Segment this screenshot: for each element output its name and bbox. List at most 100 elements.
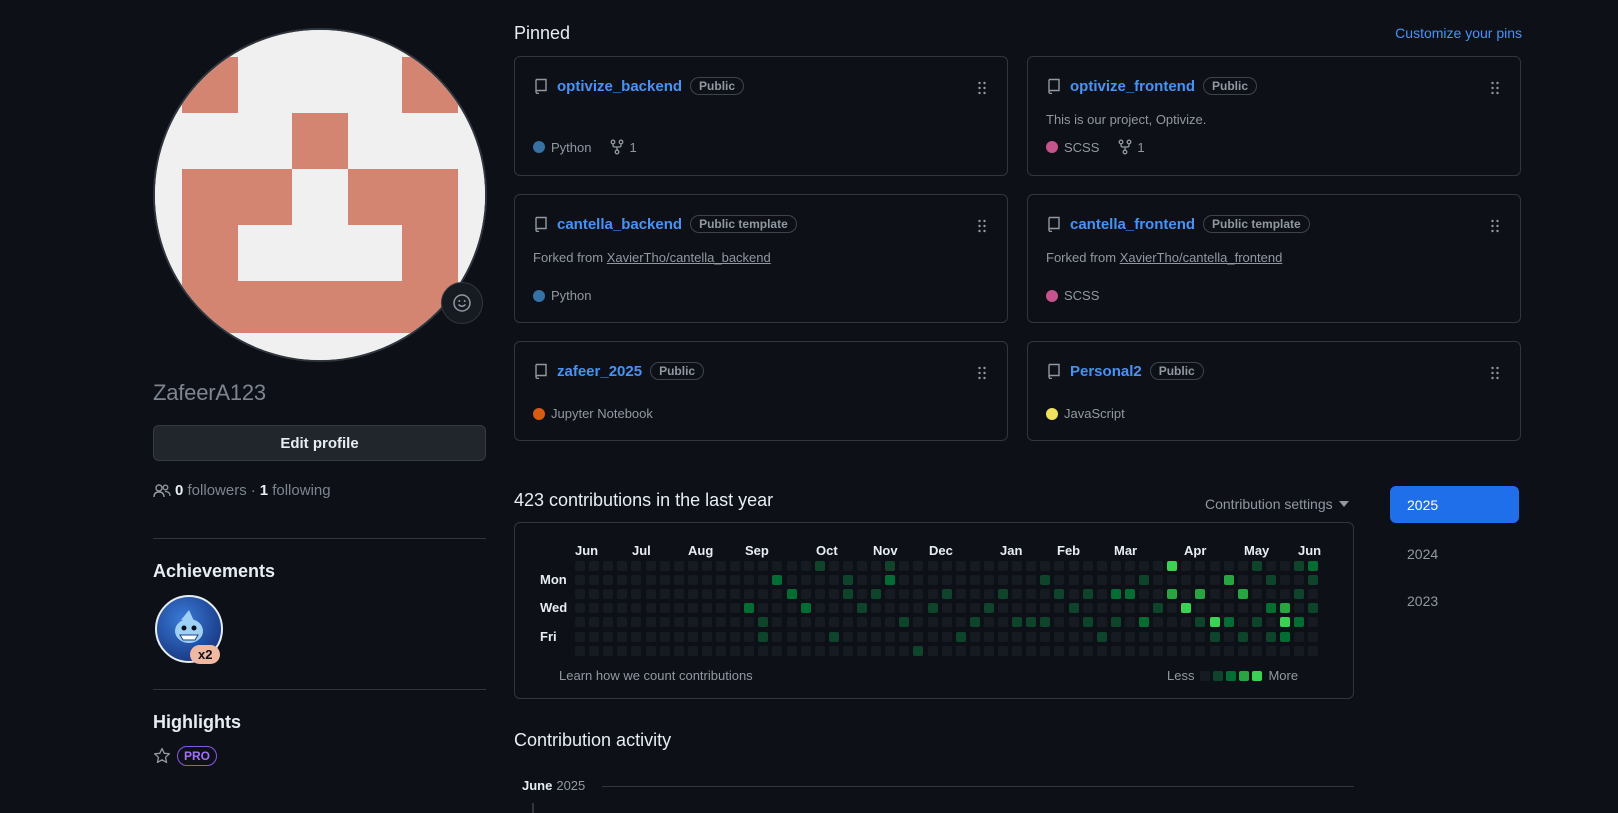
contribution-day[interactable]: [772, 603, 783, 614]
contribution-day[interactable]: [1251, 575, 1262, 586]
contribution-day[interactable]: [1237, 617, 1248, 628]
drag-handle-icon[interactable]: [1490, 366, 1500, 380]
contribution-day[interactable]: [701, 645, 712, 656]
repo-name-link[interactable]: zafeer_2025: [557, 362, 643, 380]
contribution-day[interactable]: [1054, 617, 1065, 628]
repo-name-link[interactable]: optivize_backend: [557, 77, 683, 95]
contribution-day[interactable]: [575, 617, 585, 628]
contribution-day[interactable]: [744, 631, 755, 642]
contribution-day[interactable]: [814, 561, 825, 571]
contribution-day[interactable]: [772, 589, 783, 600]
contribution-day[interactable]: [1280, 561, 1290, 571]
contribution-day[interactable]: [814, 603, 825, 614]
contribution-day[interactable]: [1237, 631, 1248, 642]
contribution-day[interactable]: [899, 603, 910, 614]
contribution-day[interactable]: [744, 617, 755, 628]
contribution-day[interactable]: [716, 645, 726, 656]
contribution-day[interactable]: [1181, 617, 1192, 628]
contribution-day[interactable]: [1237, 589, 1248, 600]
contribution-day[interactable]: [772, 617, 783, 628]
contribution-day[interactable]: [730, 561, 741, 571]
contribution-day[interactable]: [730, 645, 741, 656]
contribution-day[interactable]: [1124, 561, 1135, 571]
contribution-day[interactable]: [1068, 645, 1079, 656]
contribution-day[interactable]: [1026, 589, 1037, 600]
contribution-day[interactable]: [786, 561, 797, 571]
contribution-day[interactable]: [800, 575, 811, 586]
contribution-day[interactable]: [955, 575, 966, 586]
contribution-day[interactable]: [744, 589, 755, 600]
contribution-day[interactable]: [603, 603, 614, 614]
contribution-day[interactable]: [1181, 561, 1192, 571]
contribution-day[interactable]: [941, 631, 952, 642]
contribution-day[interactable]: [575, 645, 585, 656]
contribution-day[interactable]: [575, 575, 585, 586]
contribution-day[interactable]: [913, 589, 924, 600]
contribution-day[interactable]: [603, 575, 614, 586]
contribution-day[interactable]: [1308, 617, 1319, 628]
contribution-day[interactable]: [687, 617, 698, 628]
contribution-day[interactable]: [701, 575, 712, 586]
contribution-day[interactable]: [1308, 645, 1319, 656]
contribution-day[interactable]: [842, 589, 853, 600]
contribution-day[interactable]: [1294, 603, 1305, 614]
contribution-day[interactable]: [1280, 645, 1290, 656]
contribution-day[interactable]: [814, 575, 825, 586]
contribution-day[interactable]: [913, 575, 924, 586]
contribution-day[interactable]: [913, 631, 924, 642]
contribution-day[interactable]: [1096, 631, 1107, 642]
contribution-day[interactable]: [998, 603, 1008, 614]
contribution-day[interactable]: [687, 603, 698, 614]
contribution-day[interactable]: [786, 603, 797, 614]
contribution-day[interactable]: [575, 631, 585, 642]
contribution-day[interactable]: [800, 589, 811, 600]
contribution-day[interactable]: [1110, 603, 1121, 614]
contribution-day[interactable]: [603, 631, 614, 642]
contribution-day[interactable]: [899, 631, 910, 642]
contribution-day[interactable]: [1209, 645, 1220, 656]
contribution-day[interactable]: [730, 589, 741, 600]
contribution-day[interactable]: [1012, 561, 1023, 571]
contribution-day[interactable]: [701, 561, 712, 571]
contribution-day[interactable]: [1195, 561, 1206, 571]
contribution-day[interactable]: [1251, 645, 1262, 656]
customize-pins-link[interactable]: Customize your pins: [1395, 25, 1522, 41]
contribution-day[interactable]: [1139, 561, 1149, 571]
contribution-day[interactable]: [673, 561, 684, 571]
contribution-day[interactable]: [631, 645, 642, 656]
contribution-day[interactable]: [631, 603, 642, 614]
contribution-day[interactable]: [955, 617, 966, 628]
contribution-day[interactable]: [659, 589, 670, 600]
contribution-day[interactable]: [1082, 589, 1093, 600]
contribution-day[interactable]: [1082, 561, 1093, 571]
contribution-day[interactable]: [983, 575, 994, 586]
contribution-day[interactable]: [1139, 631, 1149, 642]
contribution-day[interactable]: [1209, 561, 1220, 571]
contribution-day[interactable]: [589, 561, 600, 571]
contribution-day[interactable]: [983, 631, 994, 642]
contribution-day[interactable]: [842, 631, 853, 642]
contribution-day[interactable]: [1265, 589, 1276, 600]
contribution-day[interactable]: [701, 603, 712, 614]
contribution-day[interactable]: [899, 589, 910, 600]
contribution-day[interactable]: [983, 561, 994, 571]
contribution-day[interactable]: [1167, 561, 1178, 571]
contribution-day[interactable]: [1040, 575, 1051, 586]
contribution-day[interactable]: [758, 589, 769, 600]
contribution-day[interactable]: [730, 617, 741, 628]
contribution-day[interactable]: [1068, 617, 1079, 628]
contribution-day[interactable]: [1237, 561, 1248, 571]
drag-handle-icon[interactable]: [977, 81, 987, 95]
contribution-day[interactable]: [1139, 603, 1149, 614]
contribution-day[interactable]: [885, 645, 896, 656]
contribution-day[interactable]: [857, 561, 867, 571]
contribution-day[interactable]: [828, 575, 839, 586]
contribution-day[interactable]: [1153, 575, 1164, 586]
contribution-day[interactable]: [1040, 631, 1051, 642]
edit-profile-button[interactable]: Edit profile: [153, 425, 486, 461]
contribution-day[interactable]: [885, 561, 896, 571]
contribution-day[interactable]: [1223, 589, 1234, 600]
contribution-day[interactable]: [772, 631, 783, 642]
contribution-day[interactable]: [673, 589, 684, 600]
contribution-day[interactable]: [701, 617, 712, 628]
